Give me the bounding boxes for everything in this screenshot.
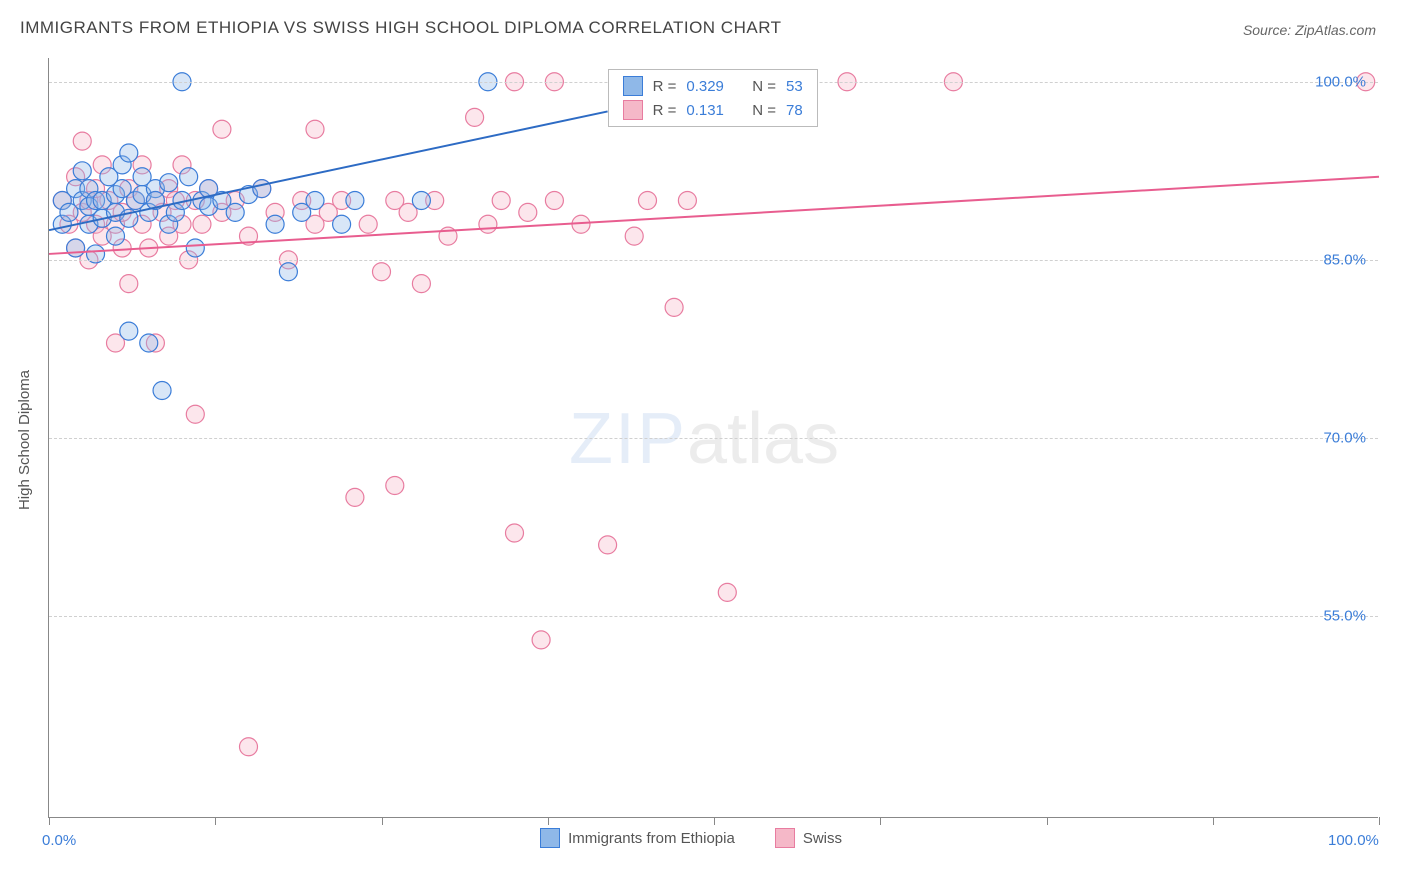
data-point	[73, 162, 91, 180]
data-point	[67, 239, 85, 257]
data-point	[665, 298, 683, 316]
data-point	[333, 215, 351, 233]
source-label: Source: ZipAtlas.com	[1243, 22, 1376, 38]
y-tick-label: 70.0%	[1323, 430, 1366, 447]
data-point	[160, 174, 178, 192]
legend-n-label: N =	[752, 102, 776, 119]
data-point	[359, 215, 377, 233]
data-point	[193, 215, 211, 233]
legend-r-label: R =	[653, 102, 677, 119]
legend-r-value: 0.329	[686, 78, 724, 95]
data-point	[346, 192, 364, 210]
data-point	[253, 180, 271, 198]
legend-label: Swiss	[803, 830, 842, 847]
legend-r-label: R =	[653, 78, 677, 95]
x-tick	[382, 817, 383, 825]
data-point	[412, 192, 430, 210]
x-tick	[1213, 817, 1214, 825]
x-axis-label-right: 100.0%	[1328, 832, 1379, 849]
data-point	[532, 631, 550, 649]
data-point	[519, 203, 537, 221]
data-point	[306, 192, 324, 210]
data-point	[266, 215, 284, 233]
legend-n-value: 53	[786, 78, 803, 95]
legend-stats-row: R = 0.329 N = 53	[623, 76, 803, 96]
x-tick	[215, 817, 216, 825]
data-point	[140, 334, 158, 352]
data-point	[346, 488, 364, 506]
legend-n-label: N =	[752, 78, 776, 95]
gridline	[49, 260, 1378, 261]
data-point	[279, 263, 297, 281]
data-point	[186, 239, 204, 257]
gridline	[49, 438, 1378, 439]
data-point	[306, 120, 324, 138]
data-point	[180, 168, 198, 186]
legend-bottom: Immigrants from Ethiopia Swiss	[540, 828, 842, 848]
data-point	[599, 536, 617, 554]
legend-swatch	[540, 828, 560, 848]
data-point	[492, 192, 510, 210]
data-point	[639, 192, 657, 210]
x-axis-label-left: 0.0%	[42, 832, 76, 849]
plot-area: ZIPatlas 55.0%70.0%85.0%100.0%R =0.329 N…	[48, 58, 1378, 818]
legend-label: Immigrants from Ethiopia	[568, 830, 735, 847]
x-tick	[714, 817, 715, 825]
legend-swatch	[623, 76, 643, 96]
data-point	[213, 120, 231, 138]
data-point	[240, 738, 258, 756]
data-point	[120, 322, 138, 340]
y-tick-label: 85.0%	[1323, 251, 1366, 268]
data-point	[386, 477, 404, 495]
data-point	[678, 192, 696, 210]
data-point	[107, 227, 125, 245]
gridline	[49, 616, 1378, 617]
legend-item: Immigrants from Ethiopia	[540, 828, 735, 848]
data-point	[479, 215, 497, 233]
legend-swatch	[775, 828, 795, 848]
legend-swatch	[623, 100, 643, 120]
legend-n-value: 78	[786, 102, 803, 119]
data-point	[226, 203, 244, 221]
x-tick	[1379, 817, 1380, 825]
data-point	[73, 132, 91, 150]
x-tick	[880, 817, 881, 825]
data-point	[466, 108, 484, 126]
legend-stats: R = 0.329 N = 53 R = 0.131 N = 78	[608, 69, 818, 127]
data-point	[412, 275, 430, 293]
legend-r-value: 0.131	[686, 102, 724, 119]
data-point	[718, 583, 736, 601]
data-point	[506, 524, 524, 542]
y-tick-label: 100.0%	[1315, 73, 1366, 90]
data-point	[625, 227, 643, 245]
chart-title: IMMIGRANTS FROM ETHIOPIA VS SWISS HIGH S…	[20, 18, 782, 38]
data-point	[153, 382, 171, 400]
y-axis-title: High School Diploma	[16, 370, 33, 510]
x-tick	[49, 817, 50, 825]
y-tick-label: 55.0%	[1323, 608, 1366, 625]
x-tick	[1047, 817, 1048, 825]
data-point	[373, 263, 391, 281]
legend-stats-row: R = 0.131 N = 78	[623, 100, 803, 120]
data-point	[186, 405, 204, 423]
data-point	[545, 192, 563, 210]
legend-item: Swiss	[775, 828, 842, 848]
data-point	[120, 144, 138, 162]
data-point	[120, 275, 138, 293]
x-tick	[548, 817, 549, 825]
